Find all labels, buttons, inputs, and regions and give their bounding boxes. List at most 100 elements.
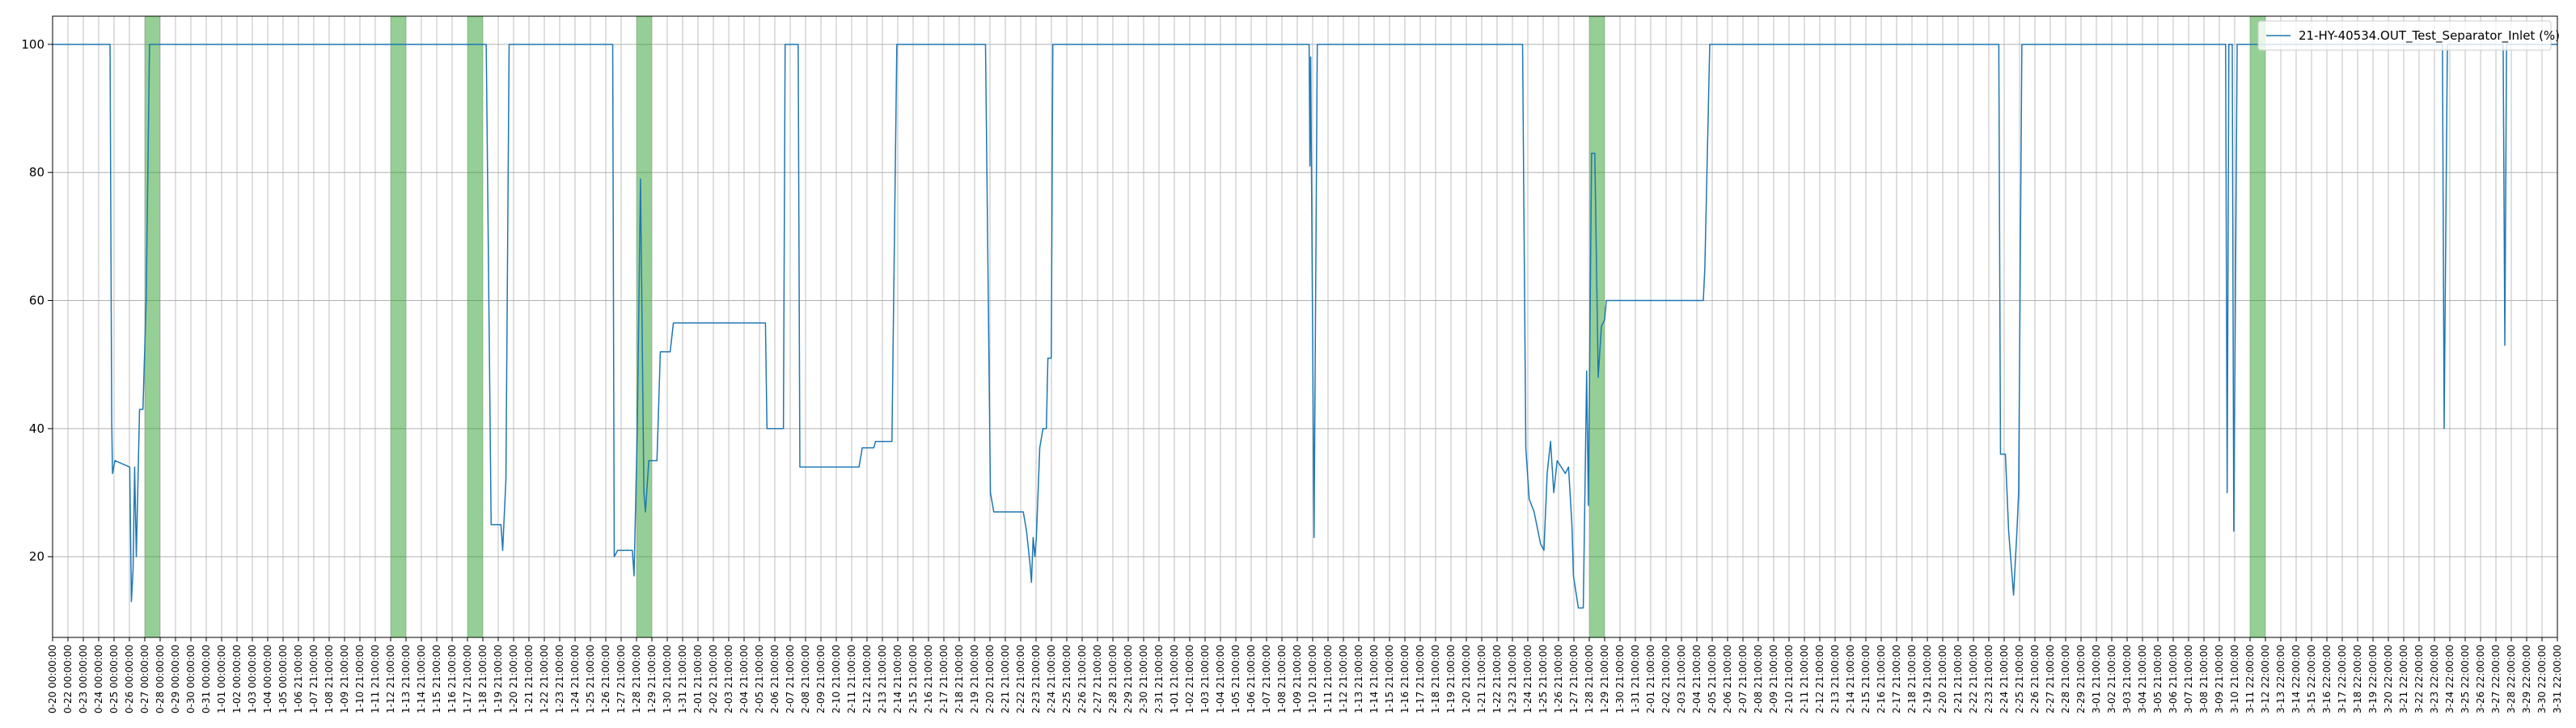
x-tick-label: 2-21 21:00:00 [1000, 645, 1011, 713]
x-tick-label: 2-15 21:00:00 [1860, 645, 1872, 713]
x-tick-label: 1-11 21:00:00 [370, 645, 381, 713]
x-tick-label: 2-16 21:00:00 [923, 645, 934, 713]
x-tick-label: 3-30 22:00:00 [2536, 645, 2548, 713]
x-tick-label: 2-04 21:00:00 [1691, 645, 1703, 713]
x-tick-label: 1-09 21:00:00 [1292, 645, 1303, 713]
x-tick-label: 1-16 21:00:00 [1399, 645, 1411, 713]
x-tick-label: 2-22 21:00:00 [1015, 645, 1026, 713]
x-tick-label: 1-06 21:00:00 [1246, 645, 1257, 713]
x-tick-label: 0-27 00:00:00 [139, 645, 150, 713]
x-tick-label: 3-25 22:00:00 [2460, 645, 2471, 713]
x-tick-label: 1-20 21:00:00 [1461, 645, 1472, 713]
x-tick-label: 2-28 21:00:00 [2060, 645, 2071, 713]
x-tick-label: 1-06 21:00:00 [293, 645, 304, 713]
x-tick-label: 1-12 21:00:00 [385, 645, 396, 713]
x-tick-label: 2-07 21:00:00 [785, 645, 796, 713]
x-tick-label: 0-25 00:00:00 [108, 645, 120, 713]
x-tick-label: 1-13 21:00:00 [1353, 645, 1364, 713]
x-tick-label: 1-22 21:00:00 [1491, 645, 1503, 713]
x-tick-label: 1-09 21:00:00 [339, 645, 350, 713]
x-tick-label: 1-30 21:00:00 [1614, 645, 1626, 713]
x-tick-label: 1-14 21:00:00 [416, 645, 427, 713]
x-tick-label: 2-06 21:00:00 [769, 645, 780, 713]
x-tick-label: 1-25 21:00:00 [1538, 645, 1549, 713]
x-tick-label: 3-15 22:00:00 [2306, 645, 2317, 713]
x-tick-label: 1-03 21:00:00 [1199, 645, 1211, 713]
x-tick-label: 2-12 21:00:00 [861, 645, 873, 713]
series-line [53, 44, 2557, 609]
x-tick-label: 1-19 21:00:00 [1445, 645, 1457, 713]
x-tick-label: 1-22 21:00:00 [539, 645, 550, 713]
x-tick-label: 1-15 21:00:00 [1384, 645, 1395, 713]
x-tick-label: 2-05 21:00:00 [754, 645, 765, 713]
x-tick-label: 2-20 21:00:00 [1937, 645, 1948, 713]
highlight-span [391, 16, 406, 637]
x-tick-label: 1-27 21:00:00 [1568, 645, 1580, 713]
x-tick-label: 1-02 21:00:00 [1184, 645, 1195, 713]
x-tick-label: 2-04 21:00:00 [738, 645, 750, 713]
x-tick-label: 3-02 21:00:00 [2106, 645, 2117, 713]
x-tick-label: 1-11 21:00:00 [1322, 645, 1334, 713]
legend-box [2257, 20, 2552, 51]
y-tick-label: 80 [29, 165, 44, 180]
x-tick-label: 1-07 21:00:00 [1261, 645, 1272, 713]
x-tick-label: 1-07 21:00:00 [308, 645, 319, 713]
x-tick-label: 0-31 00:00:00 [201, 645, 212, 713]
legend-label: 21-HY-40534.OUT_Test_Separator_Inlet (%) [2299, 28, 2560, 44]
x-tick-label: 3-07 21:00:00 [2183, 645, 2194, 713]
plot-area [53, 16, 2557, 637]
x-tick-label: 2-23 21:00:00 [1030, 645, 1042, 713]
highlight-span [2250, 16, 2265, 637]
x-tick-label: 1-21 21:00:00 [1476, 645, 1487, 713]
x-tick-label: 2-02 21:00:00 [1660, 645, 1672, 713]
x-tick-label: 1-03 00:00:00 [247, 645, 258, 713]
x-tick-label: 1-05 00:00:00 [277, 645, 289, 713]
x-tick-label: 1-16 21:00:00 [446, 645, 458, 713]
x-tick-label: 1-15 21:00:00 [431, 645, 442, 713]
x-tick-label: 0-22 00:00:00 [62, 645, 74, 713]
x-tick-label: 1-05 21:00:00 [1230, 645, 1241, 713]
x-tick-label: 3-17 22:00:00 [2337, 645, 2348, 713]
x-tick-label: 1-14 21:00:00 [1368, 645, 1380, 713]
x-tick-label: 1-26 21:00:00 [600, 645, 611, 713]
x-tick-label: 2-20 21:00:00 [984, 645, 996, 713]
x-tick-label: 2-21 21:00:00 [1952, 645, 1964, 713]
x-tick-label: 2-27 21:00:00 [1092, 645, 1103, 713]
x-tick-label: 0-20 00:00:00 [47, 645, 58, 713]
highlight-span [467, 16, 483, 637]
x-tick-label: 3-04 21:00:00 [2137, 645, 2148, 713]
x-tick-label: 1-24 21:00:00 [1522, 645, 1533, 713]
x-tick-label: 2-01 21:00:00 [1645, 645, 1656, 713]
y-tick-label: 60 [29, 294, 44, 308]
x-tick-label: 2-29 21:00:00 [1123, 645, 1134, 713]
x-tick-label: 1-01 00:00:00 [216, 645, 227, 713]
x-tick-label: 2-01 21:00:00 [692, 645, 704, 713]
x-tick-label: 1-01 21:00:00 [1169, 645, 1180, 713]
x-tick-label: 0-28 00:00:00 [154, 645, 166, 713]
x-tick-label: 1-23 21:00:00 [1507, 645, 1518, 713]
x-tick-label: 2-14 21:00:00 [1845, 645, 1856, 713]
x-tick-label: 3-22 22:00:00 [2413, 645, 2425, 713]
x-tick-label: 2-13 21:00:00 [1829, 645, 1841, 713]
x-tick-label: 1-10 21:00:00 [1307, 645, 1318, 713]
x-tick-label: 2-11 21:00:00 [1799, 645, 1810, 713]
highlight-span [145, 16, 160, 637]
x-tick-label: 2-03 21:00:00 [1676, 645, 1687, 713]
x-tick-label: 1-08 21:00:00 [324, 645, 335, 713]
x-tick-label: 3-03 21:00:00 [2121, 645, 2133, 713]
x-tick-label: 3-18 22:00:00 [2352, 645, 2363, 713]
x-tick-label: 1-28 21:00:00 [1584, 645, 1595, 713]
x-tick-label: 1-31 21:00:00 [1630, 645, 1641, 713]
x-tick-label: 2-28 21:00:00 [1107, 645, 1119, 713]
x-tick-label: 1-04 00:00:00 [262, 645, 273, 713]
x-tick-label: 3-08 21:00:00 [2198, 645, 2210, 713]
x-tick-label: 3-26 22:00:00 [2475, 645, 2486, 713]
x-tick-label: 1-27 21:00:00 [615, 645, 627, 713]
x-tick-label: 1-08 21:00:00 [1276, 645, 1288, 713]
y-tick-label: 40 [29, 421, 44, 436]
x-tick-label: 3-27 22:00:00 [2490, 645, 2502, 713]
x-tick-label: 1-23 21:00:00 [554, 645, 565, 713]
y-tick-label: 20 [29, 549, 44, 564]
x-tick-label: 2-25 21:00:00 [1061, 645, 1072, 713]
